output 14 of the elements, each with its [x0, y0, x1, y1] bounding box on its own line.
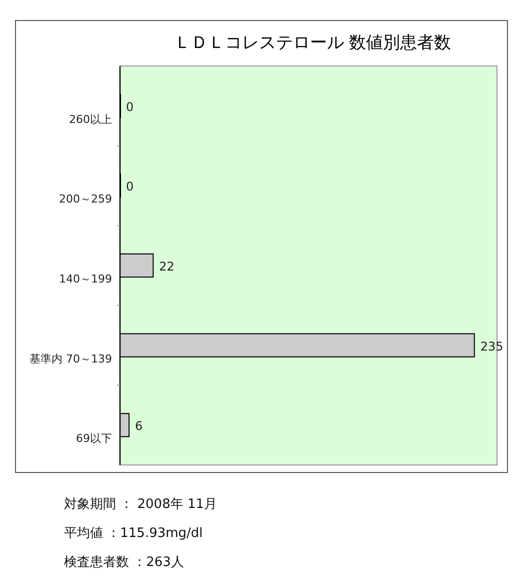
text: 対象期間 ： 2008年 11月 — [64, 496, 218, 512]
data-label: 0 — [126, 180, 134, 194]
data-label: 22 — [159, 260, 174, 274]
data-label: 6 — [135, 419, 143, 434]
chart-title: ＬＤＬコレステロール 数値別患者数 — [174, 33, 452, 53]
text: 検査患者数 ：263人 — [64, 555, 184, 570]
y-tick-label: 200～259 — [59, 192, 112, 206]
y-tick-label: 基準内 70～139 — [30, 352, 112, 366]
data-label: 0 — [126, 100, 134, 114]
data-label: 235 — [480, 339, 504, 354]
text: 平均値 ：115.93mg/dl — [64, 526, 203, 541]
y-tick-label: 260以上 — [69, 112, 112, 126]
y-tick-label: 69以下 — [76, 432, 112, 446]
y-tick-label: 140～199 — [59, 272, 112, 286]
